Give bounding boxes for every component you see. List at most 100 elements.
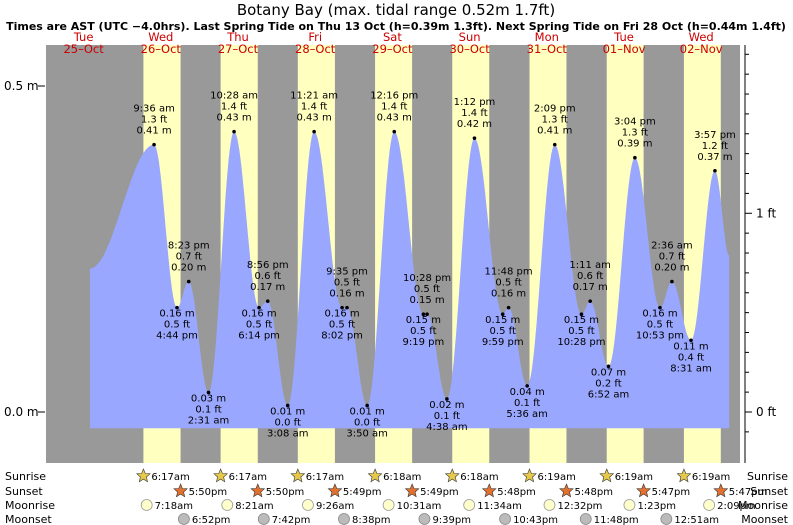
chart-subtitle: Times are AST (UTC −4.0hrs). Last Spring… (6, 20, 786, 33)
moonrise-icon (382, 499, 395, 511)
tide-height-m-label: 0.15 m (564, 315, 599, 326)
tide-height-ft-label: 0.5 ft (414, 284, 440, 295)
sunrise-time: 6:17am (306, 472, 344, 483)
moonset-time: 7:42pm (272, 515, 311, 525)
sunset-icon (559, 483, 574, 498)
moonset-time: 12:51am (674, 515, 719, 525)
high-tide-point (588, 299, 592, 303)
high-tide-point (670, 279, 674, 284)
low-tide-point (175, 305, 179, 310)
tide-time-label: 10:28 pm (557, 337, 605, 348)
moonset-row-label-right: Moonset (741, 513, 788, 525)
high-tide-point (552, 142, 557, 147)
day-name: Sun (459, 30, 481, 44)
sunrise-icon (522, 468, 537, 483)
left-axis-label: 0.0 m (4, 405, 39, 419)
high-tide-point (713, 168, 717, 173)
moonrise-time: 8:21am (235, 501, 273, 512)
tide-height-ft-label: 0.5 ft (164, 320, 190, 331)
high-tide-point (506, 305, 511, 310)
high-tide-point (312, 129, 316, 134)
tide-height-m-label: 0.17 m (573, 282, 608, 293)
sunset-time: 5:48pm (497, 487, 536, 498)
tide-time-label: 2:36 am (651, 241, 693, 252)
tide-height-m-label: 0.16 m (159, 309, 194, 320)
day-date: 26–Oct (141, 42, 182, 56)
low-tide-point (206, 390, 211, 395)
right-axis-label: 0 ft (756, 405, 776, 419)
tide-time-label: 8:02 pm (321, 331, 363, 342)
moonrise-row-label: Moonrise (5, 499, 55, 512)
sunrise-row-label: Sunrise (5, 470, 46, 483)
tide-height-m-label: 0.16 m (329, 289, 364, 300)
right-axis-label: 1 ft (756, 206, 776, 220)
moonrise-icon (703, 499, 716, 511)
tide-time-label: 11:21 am (290, 91, 338, 102)
moonset-icon (177, 513, 190, 525)
moonset-row-label: Moonset (5, 513, 52, 525)
sunset-icon (713, 483, 729, 498)
tide-time-label: 2:31 am (188, 415, 230, 426)
moonset-time: 8:38pm (352, 515, 391, 525)
tide-height-ft-label: 0.5 ft (329, 320, 355, 331)
tide-height-ft-label: 1.3 ft (542, 115, 568, 126)
tide-height-m-label: 0.43 m (297, 113, 332, 124)
sunset-icon (404, 483, 420, 498)
sunrise-icon (213, 468, 229, 483)
day-date: 28–Oct (295, 42, 336, 56)
moonset-icon (579, 513, 592, 525)
tide-height-m-label: 0.39 m (617, 139, 652, 150)
tide-height-ft-label: 0.5 ft (647, 320, 673, 331)
tide-time-label: 4:44 pm (156, 331, 198, 342)
tide-height-m-label: 0.20 m (654, 263, 689, 274)
tide-height-ft-label: 0.4 ft (678, 352, 704, 363)
tide-time-label: 8:56 pm (247, 260, 289, 271)
moonrise-time: 11:34am (477, 501, 522, 512)
sunrise-time: 6:19am (615, 472, 653, 483)
day-name: Wed (148, 30, 173, 44)
moonset-icon (257, 513, 270, 525)
tide-height-m-label: 0.16 m (241, 309, 276, 320)
moonset-time: 11:48pm (594, 515, 639, 525)
sunrise-icon (367, 468, 383, 483)
sunset-icon (250, 483, 266, 498)
tide-time-label: 10:53 pm (636, 331, 684, 342)
tide-time-label: 9:35 pm (326, 267, 368, 278)
moonrise-row-label-right: Moonrise (738, 499, 788, 512)
tide-height-m-label: 0.02 m (429, 400, 464, 411)
low-tide-point (340, 305, 344, 310)
day-date: 30–Oct (449, 42, 490, 56)
tide-time-label: 8:31 am (670, 363, 712, 374)
low-tide-point (365, 403, 369, 408)
moonset-icon (338, 513, 350, 525)
tide-height-ft-label: 0.0 ft (354, 417, 380, 428)
chart-title: Botany Bay (max. tidal range 0.52m 1.7ft… (237, 1, 555, 19)
day-name: Wed (689, 30, 714, 44)
tide-area (90, 131, 730, 429)
tide-height-ft-label: 0.2 ft (595, 378, 621, 389)
tide-height-ft-label: 0.5 ft (410, 326, 436, 337)
high-tide-point (392, 129, 397, 134)
high-tide-point (232, 129, 236, 134)
tide-height-m-label: 0.16 m (642, 309, 677, 320)
sunset-time: 5:50pm (189, 487, 228, 498)
tide-height-ft-label: 1.2 ft (702, 141, 728, 152)
high-tide-point (152, 142, 156, 147)
tide-time-label: 3:04 pm (614, 117, 656, 128)
moonset-icon (418, 513, 431, 525)
day-date: 29–Oct (372, 42, 413, 56)
sunset-time: 5:47pm (729, 487, 768, 498)
tide-height-ft-label: 0.5 ft (495, 278, 521, 289)
tide-time-label: 3:57 pm (694, 130, 736, 141)
tide-height-m-label: 0.16 m (491, 289, 526, 300)
moonrise-time: 10:31am (397, 501, 442, 512)
day-name: Mon (535, 30, 559, 44)
tide-height-m-label: 0.01 m (270, 406, 305, 417)
day-date: 27–Oct (218, 42, 259, 56)
moonset-time: 10:43pm (513, 515, 558, 525)
tide-height-m-label: 0.17 m (250, 282, 285, 293)
sunrise-time: 6:19am (692, 472, 730, 483)
tide-time-label: 9:59 pm (482, 337, 524, 348)
tide-height-m-label: 0.01 m (350, 406, 385, 417)
moonrise-icon (140, 499, 153, 511)
